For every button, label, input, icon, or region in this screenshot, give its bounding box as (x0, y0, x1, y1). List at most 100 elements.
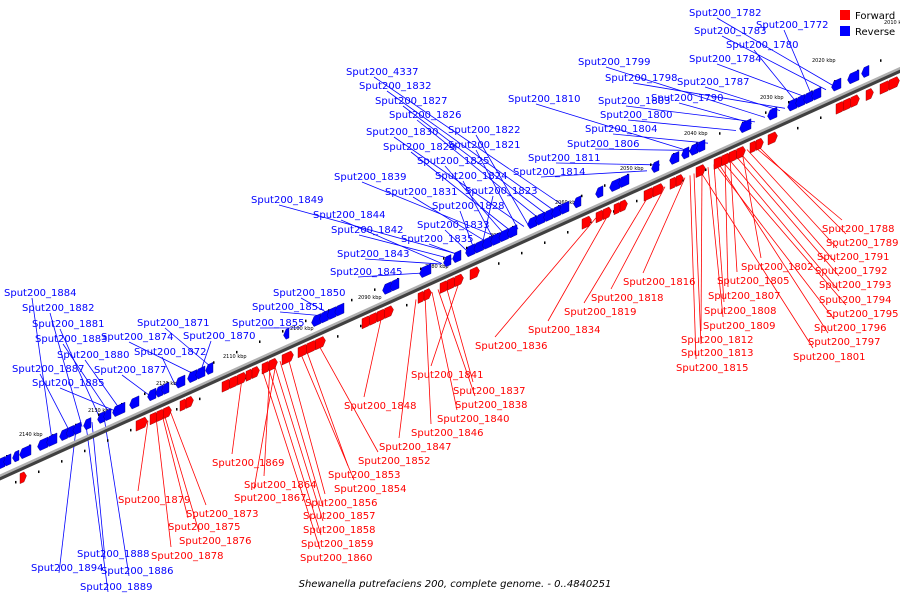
leader-line (700, 169, 703, 332)
gene-label-reverse: Sput200_1855 (232, 318, 305, 329)
gene-label-forward: Sput200_1858 (303, 525, 376, 536)
leader-line (746, 149, 838, 249)
gene-label-reverse: Sput200_1810 (508, 94, 581, 105)
leader-line (699, 170, 814, 349)
dash-mark (705, 168, 707, 172)
leader-line (610, 186, 666, 290)
leader-line (364, 258, 442, 265)
leader-line (729, 157, 738, 273)
gene-label-reverse: Sput200_1790 (651, 93, 724, 104)
gene-label-reverse: Sput200_1803 (598, 96, 671, 107)
gene-label-reverse: Sput200_1882 (22, 303, 95, 314)
gene-label-forward: Sput200_1788 (822, 224, 895, 235)
leader-line (481, 195, 494, 246)
gene-arrow-reverse (527, 215, 538, 230)
gene-arrow-forward (767, 131, 778, 146)
dash-mark (351, 298, 353, 302)
gene-label-reverse: Sput200_1870 (183, 331, 256, 342)
gene-label-reverse: Sput200_1780 (726, 40, 799, 51)
gene-label-reverse: Sput200_1839 (334, 172, 407, 183)
gene-arrow-reverse (767, 106, 778, 121)
gene-label-reverse: Sput200_1824 (435, 171, 508, 182)
gene-arrow-reverse (831, 77, 842, 92)
leader-line (361, 181, 500, 239)
gene-label-reverse: Sput200_1829 (383, 142, 456, 153)
gene-label-forward: Sput200_1876 (179, 536, 252, 547)
leader-line (444, 229, 469, 253)
gene-label-forward: Sput200_1807 (708, 291, 781, 302)
dash-mark (765, 111, 767, 114)
leader-line (231, 378, 243, 455)
gene-arrow-forward (888, 76, 900, 91)
leader-line (84, 359, 121, 410)
dash-mark (443, 257, 445, 260)
gene-label-forward: Sput200_1805 (717, 276, 790, 287)
leader-line (547, 211, 611, 322)
gene-arrow-forward (755, 137, 764, 151)
dash-mark (61, 460, 63, 463)
gene-label-reverse: Sput200_1782 (689, 8, 762, 19)
legend-forward-label: Forward (855, 11, 895, 22)
gene-arrow-forward (736, 146, 746, 160)
dash-mark (15, 480, 17, 484)
gene-label-reverse: Sput200_1874 (101, 332, 174, 343)
tick-label: 2100 kbp (290, 326, 314, 332)
gene-arrow-forward (695, 164, 706, 178)
gene-arrow-forward (281, 350, 294, 366)
legend: Forward Reverse (840, 10, 895, 38)
leader-line (756, 144, 847, 235)
gene-label-reverse: Sput200_1887 (12, 364, 85, 375)
legend-reverse-swatch (840, 26, 850, 36)
gene-label-forward: Sput200_1809 (703, 321, 776, 332)
gene-arrow-reverse (535, 211, 546, 226)
leader-line (627, 119, 737, 131)
gene-label-forward: Sput200_1846 (411, 428, 484, 439)
leader-line (49, 312, 83, 427)
dash-mark (466, 246, 468, 250)
leader-line (59, 328, 101, 419)
dash-mark (282, 330, 284, 333)
gene-arrow-reverse (112, 401, 126, 417)
legend-forward-swatch (840, 10, 850, 20)
leader-line (689, 175, 697, 360)
genome-backbone (0, 66, 900, 478)
dash-mark (199, 397, 201, 401)
gene-label-forward: Sput200_1793 (819, 280, 892, 291)
gene-arrow-reverse (326, 306, 337, 320)
gene-label-forward: Sput200_1819 (564, 307, 637, 318)
gene-label-forward: Sput200_1797 (808, 337, 881, 348)
dash-mark (788, 100, 790, 104)
leader-line (103, 416, 130, 577)
gene-label-reverse: Sput200_1798 (605, 73, 678, 84)
dash-mark (544, 241, 546, 244)
gene-arrow-forward (315, 336, 326, 351)
gene-arrow-forward (251, 366, 260, 379)
leader-line (263, 365, 271, 477)
gene-arrow-forward (163, 405, 172, 420)
gene-label-reverse: Sput200_1884 (4, 288, 77, 299)
leader-line (494, 217, 597, 338)
leader-line (555, 162, 661, 166)
gene-label-forward: Sput200_1847 (379, 442, 452, 453)
gene-label-reverse: Sput200_1800 (600, 110, 673, 121)
tick-label: 2110 kbp (223, 354, 247, 360)
gene-label-forward: Sput200_1816 (623, 277, 696, 288)
gene-arrow-reverse (681, 146, 690, 160)
gene-label-reverse: Sput200_1814 (513, 167, 586, 178)
gene-label-reverse: Sput200_1832 (359, 81, 432, 92)
leader-line (279, 360, 324, 508)
genome-caption: Shewanella putrefaciens 200, complete ge… (299, 579, 612, 590)
leader-line (430, 279, 461, 367)
tick-label: 2010 kbp (884, 20, 900, 26)
leader-line (410, 151, 513, 233)
gene-label-reverse: Sput200_1844 (313, 210, 386, 221)
dash-mark (420, 267, 422, 271)
leader-line (358, 234, 453, 260)
gene-arrow-forward (135, 416, 148, 432)
dash-mark (581, 194, 583, 198)
dash-mark (567, 231, 569, 234)
gene-label-reverse: Sput200_1806 (567, 139, 640, 150)
leader-line (437, 289, 476, 397)
leader-line (398, 299, 417, 439)
